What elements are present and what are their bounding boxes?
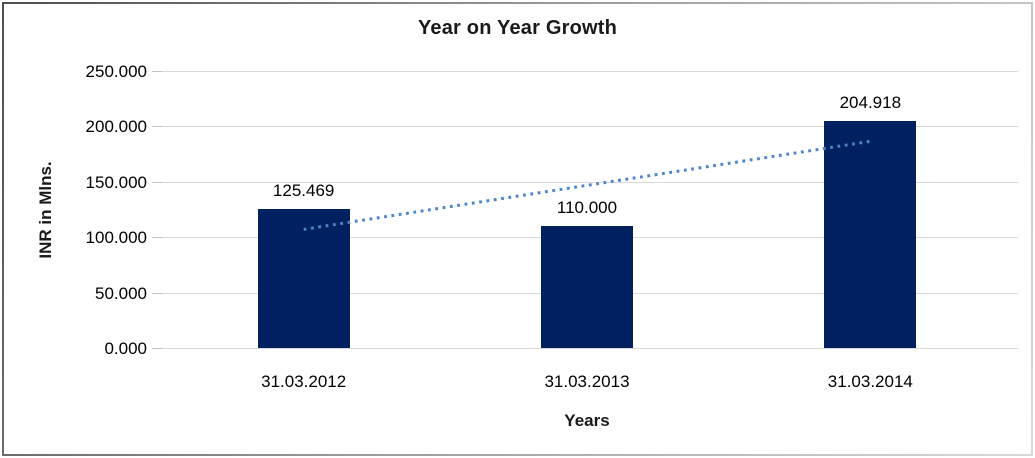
gridline bbox=[162, 126, 1018, 128]
y-axis-tick bbox=[152, 71, 162, 72]
y-axis-tick bbox=[152, 237, 162, 239]
chart-title: Year on Year Growth bbox=[417, 17, 618, 39]
y-axis-tick bbox=[152, 292, 162, 294]
y-axis-title: INR in Mlns. bbox=[36, 161, 55, 259]
gridline bbox=[162, 71, 1018, 72]
y-tick-label: 0.000 bbox=[104, 339, 147, 358]
gridline bbox=[162, 348, 1018, 349]
x-tick-label: 31.03.2013 bbox=[544, 372, 630, 391]
y-tick-label: 150.000 bbox=[85, 172, 147, 192]
y-tick-label: 200.000 bbox=[85, 117, 147, 137]
y-axis-tick bbox=[152, 348, 162, 349]
y-axis-tick bbox=[152, 181, 162, 183]
y-axis-tick bbox=[152, 126, 162, 128]
bar-value-label: 110.000 bbox=[556, 198, 618, 218]
bar-value-label: 204.918 bbox=[839, 92, 902, 112]
x-tick-label: 31.03.2012 bbox=[261, 372, 347, 391]
x-axis-title: Years bbox=[564, 411, 610, 430]
bar-31.03.2012 bbox=[257, 208, 350, 348]
bar-31.03.2014 bbox=[824, 120, 917, 348]
bar-value-label: 125.469 bbox=[272, 180, 335, 200]
y-tick-label: 50.000 bbox=[95, 283, 147, 303]
y-tick-label: 250.000 bbox=[85, 62, 147, 81]
y-tick-label: 100.000 bbox=[85, 228, 147, 248]
bar-31.03.2013 bbox=[541, 226, 633, 348]
x-tick-label: 31.03.2014 bbox=[827, 372, 913, 391]
